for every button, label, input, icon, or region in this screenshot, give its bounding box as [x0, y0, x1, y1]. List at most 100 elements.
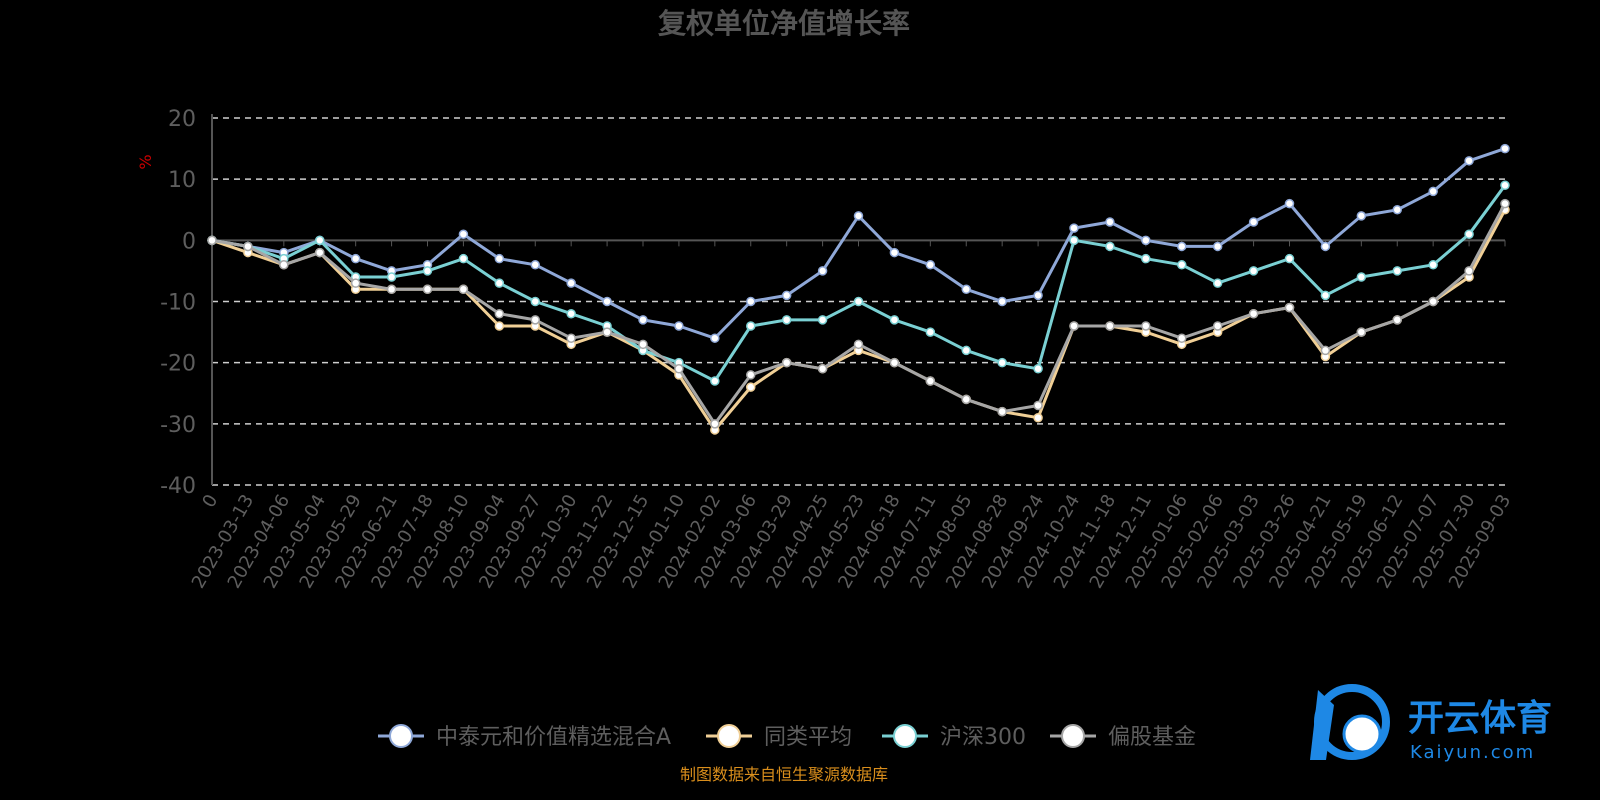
watermark-logo: 开云体育 Kaiyun.com	[1310, 684, 1552, 763]
data-point	[1284, 302, 1295, 313]
data-point	[817, 364, 828, 374]
watermark-name: 开云体育	[1408, 698, 1552, 739]
data-point	[889, 247, 900, 258]
data-point	[422, 266, 433, 276]
data-point	[566, 278, 576, 288]
data-point	[1177, 241, 1187, 252]
data-point	[1320, 290, 1331, 301]
data-point	[1284, 198, 1295, 209]
legend-label: 偏股基金	[1108, 725, 1196, 750]
data-point	[853, 211, 864, 221]
data-point	[1141, 235, 1151, 246]
data-point	[1320, 241, 1331, 252]
data-point	[1500, 180, 1510, 191]
data-point	[207, 235, 217, 246]
legend-marker-icon	[717, 724, 741, 748]
data-point	[422, 284, 433, 295]
data-point	[458, 253, 469, 264]
data-point	[1069, 321, 1079, 331]
data-point	[1248, 308, 1259, 319]
data-point	[710, 376, 720, 386]
data-point	[817, 315, 828, 325]
data-point	[1033, 364, 1043, 374]
data-point	[1069, 235, 1079, 246]
data-point	[494, 321, 505, 331]
data-point	[817, 266, 828, 276]
data-point	[350, 278, 361, 288]
logo-k-stroke-icon	[1310, 690, 1334, 760]
data-point	[1500, 198, 1510, 209]
watermark-domain: Kaiyun.com	[1410, 742, 1535, 763]
data-point	[530, 296, 540, 307]
data-point	[1212, 321, 1223, 331]
legend-label: 中泰元和价值精选混合A	[436, 725, 671, 750]
data-point	[889, 357, 900, 368]
data-point	[1033, 400, 1043, 411]
soccer-ball-icon	[1342, 714, 1382, 754]
legend[interactable]: 中泰元和价值精选混合A 同类平均 沪深300 偏股基金	[378, 724, 1196, 750]
data-point	[494, 308, 505, 319]
data-point	[710, 419, 720, 429]
data-point	[925, 376, 936, 386]
data-point	[746, 382, 756, 392]
data-point	[1105, 241, 1115, 252]
data-point	[997, 296, 1007, 307]
x-tick-label: 0	[198, 491, 222, 511]
data-point	[602, 296, 612, 307]
data-point	[781, 315, 792, 325]
data-point	[746, 296, 756, 307]
data-point	[315, 247, 325, 258]
data-point	[961, 345, 971, 356]
data-point	[1033, 290, 1043, 301]
series-line	[211, 202, 1507, 426]
data-point	[1141, 321, 1151, 331]
data-point	[925, 260, 936, 270]
data-point	[997, 406, 1007, 417]
data-point	[1177, 260, 1187, 270]
data-point	[1105, 321, 1115, 331]
data-point	[1069, 223, 1079, 233]
data-point	[961, 394, 971, 405]
data-point	[961, 284, 971, 295]
legend-marker-icon	[389, 724, 413, 748]
data-point	[638, 315, 648, 325]
data-point	[1428, 296, 1438, 307]
data-point	[279, 260, 289, 270]
legend-marker-icon	[1061, 724, 1085, 748]
data-point	[925, 327, 936, 337]
y-tick-label: 10	[168, 168, 196, 193]
y-tick-label: 0	[182, 229, 196, 254]
y-tick-label: 20	[168, 107, 196, 132]
data-point	[1464, 156, 1474, 166]
chart-title: 复权单位净值增长率	[658, 7, 910, 40]
data-point	[243, 241, 253, 252]
y-tick-label: -10	[160, 291, 196, 316]
data-point	[1428, 260, 1438, 270]
data-point	[566, 308, 576, 319]
data-point	[674, 364, 684, 374]
data-point	[386, 284, 397, 295]
data-point	[1392, 315, 1402, 325]
data-point	[1464, 229, 1474, 239]
data-point	[350, 253, 361, 264]
data-point	[1320, 345, 1331, 356]
data-point	[1284, 253, 1295, 264]
data-point	[746, 321, 756, 331]
data-point	[1141, 253, 1151, 264]
data-point	[1212, 278, 1223, 288]
data-point	[638, 339, 648, 350]
data-point	[602, 327, 612, 337]
data-point	[458, 229, 469, 239]
data-point	[566, 333, 576, 343]
x-axis-ticks: 02023-03-132023-04-062023-05-042023-05-2…	[188, 240, 1515, 592]
data-point	[781, 290, 792, 301]
data-point	[1105, 217, 1115, 227]
data-point	[1033, 412, 1043, 423]
data-point	[1212, 241, 1223, 252]
data-point	[1248, 217, 1259, 227]
data-point	[1356, 272, 1367, 282]
data-point	[1500, 143, 1510, 154]
data-point	[1464, 266, 1474, 276]
data-point	[1392, 205, 1402, 215]
